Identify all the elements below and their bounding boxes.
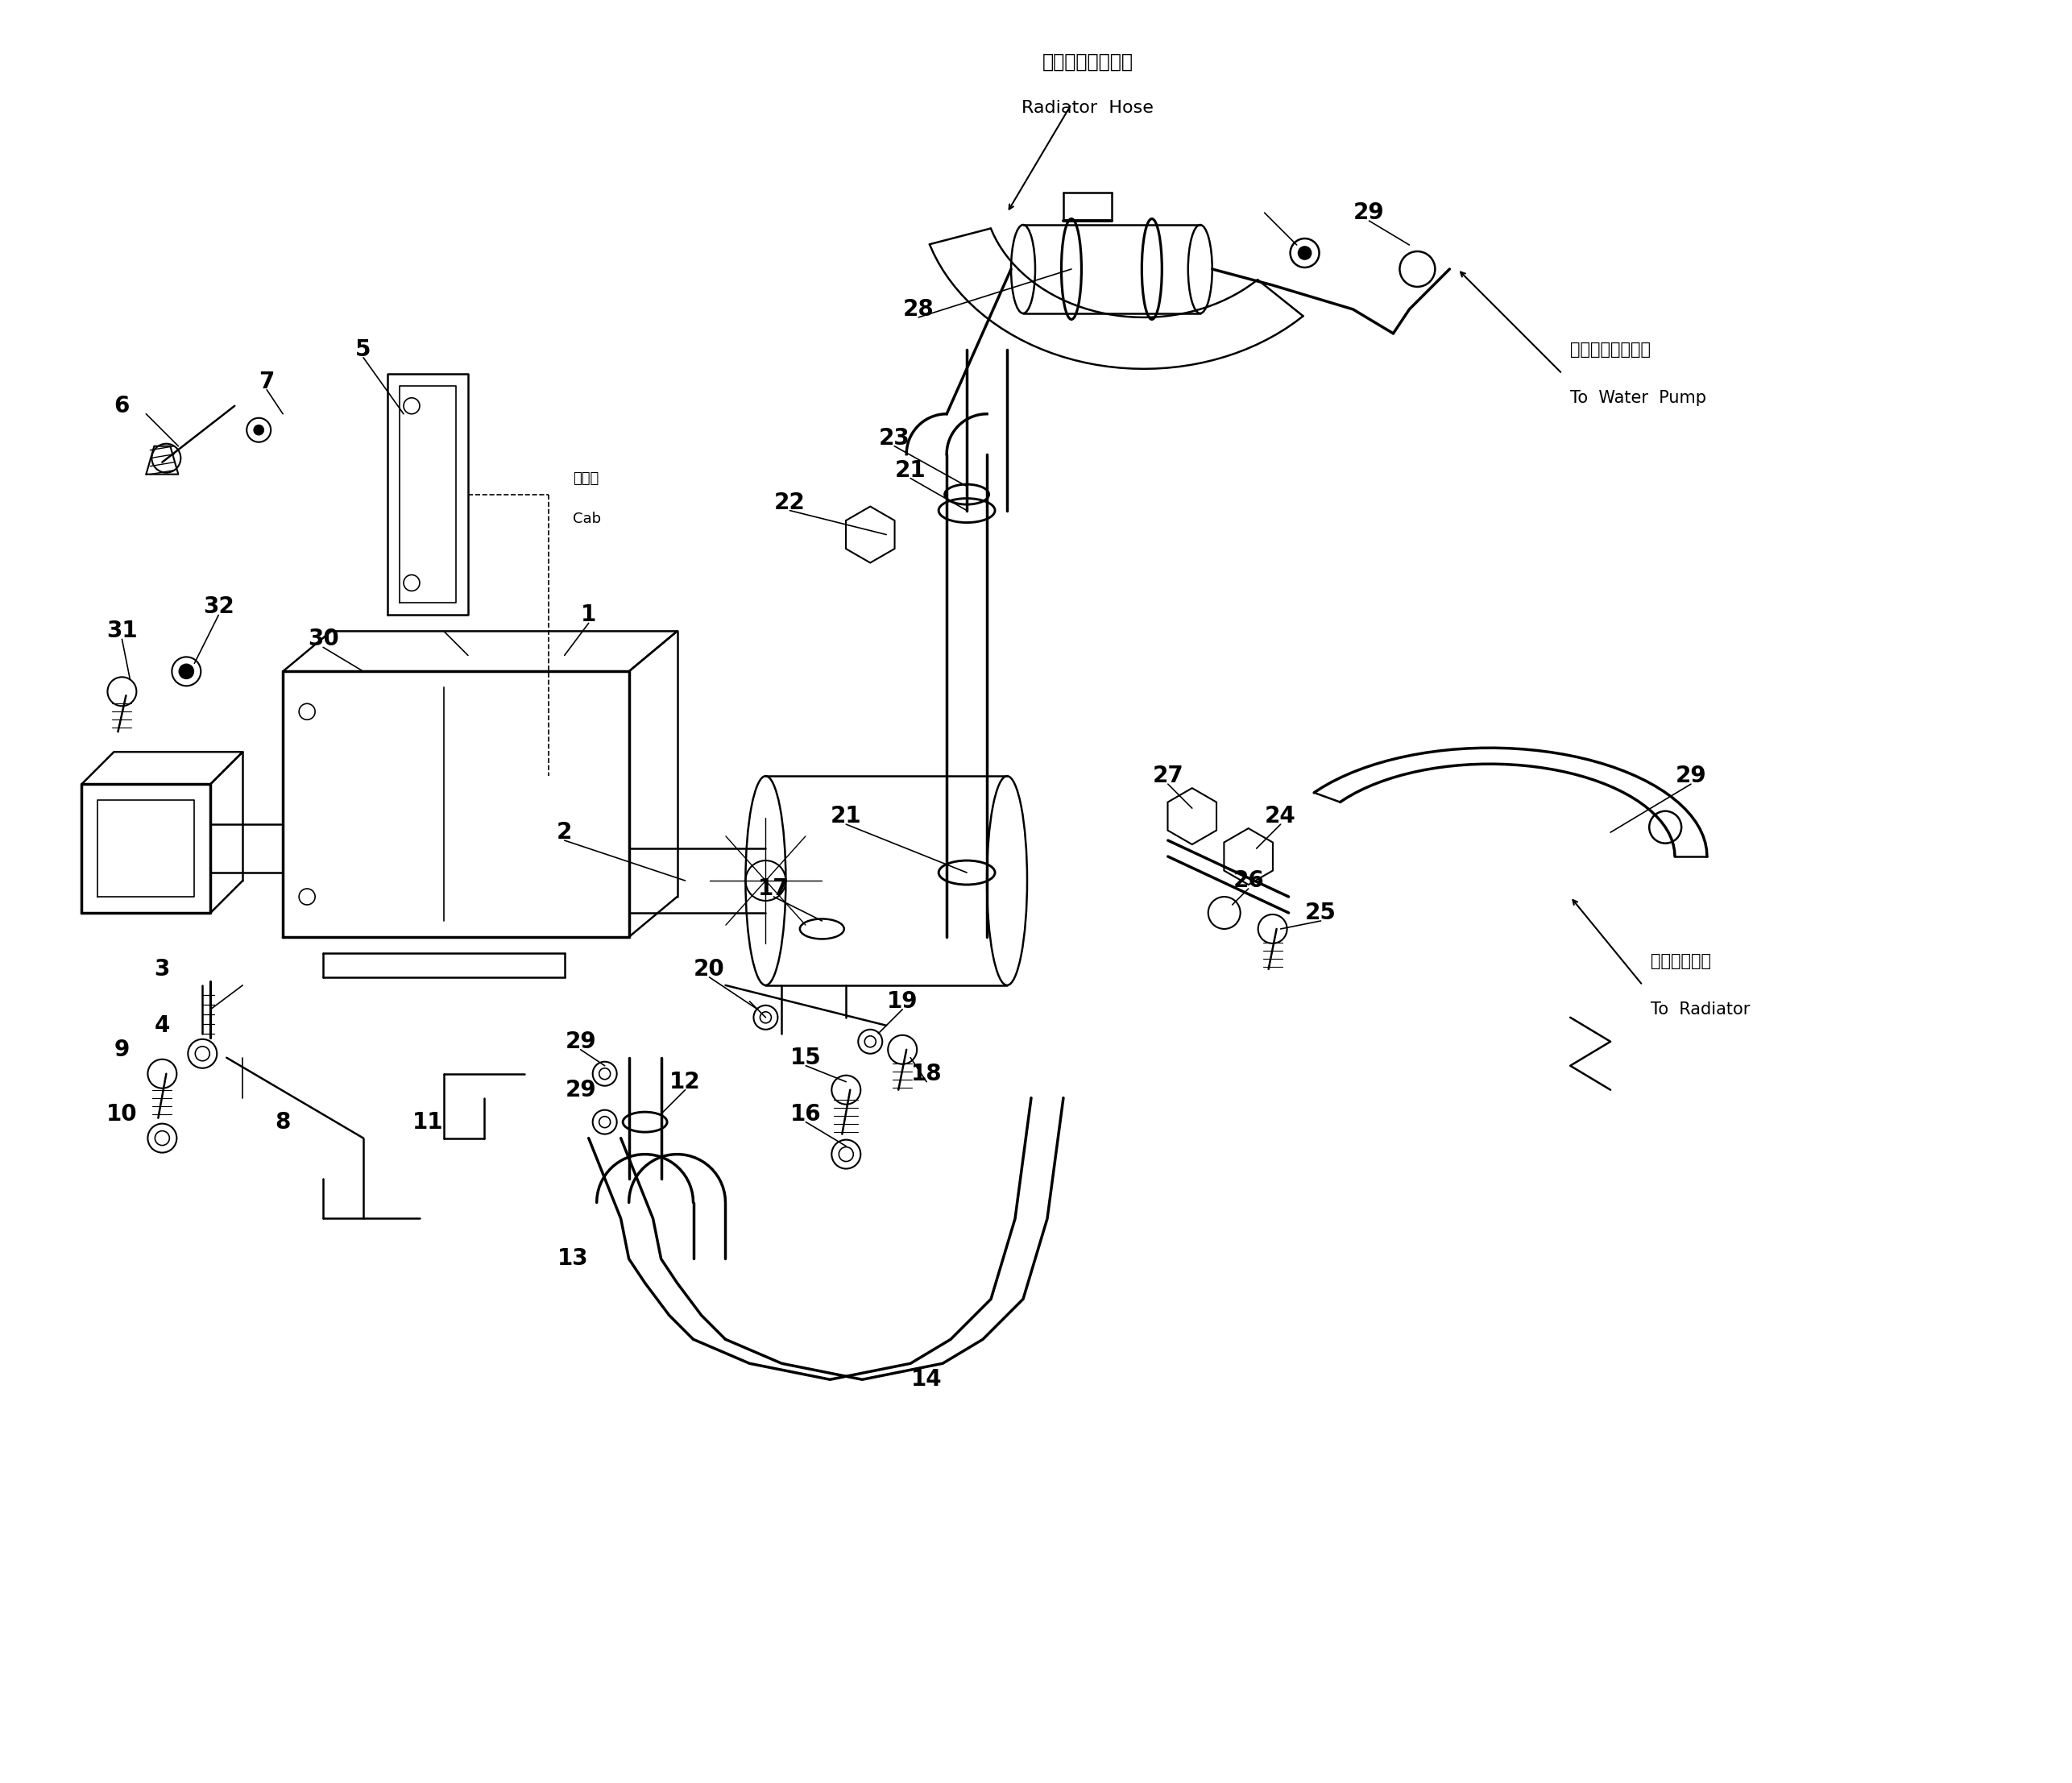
Text: 21: 21 <box>831 804 862 827</box>
Text: 7: 7 <box>259 371 276 392</box>
Text: 26: 26 <box>1233 870 1264 892</box>
Text: 30: 30 <box>307 628 338 651</box>
Text: Radiator  Hose: Radiator Hose <box>1021 100 1154 116</box>
Text: To  Water  Pump: To Water Pump <box>1571 390 1707 407</box>
Text: 21: 21 <box>895 458 926 481</box>
Text: To  Radiator: To Radiator <box>1651 1002 1751 1018</box>
Text: 14: 14 <box>912 1368 943 1391</box>
Text: Cab: Cab <box>572 512 601 526</box>
Ellipse shape <box>1187 225 1212 314</box>
Text: 16: 16 <box>789 1102 821 1125</box>
Text: 2: 2 <box>557 822 572 843</box>
Text: 3: 3 <box>155 957 170 981</box>
Text: 29: 29 <box>566 1079 597 1102</box>
Text: 24: 24 <box>1266 804 1297 827</box>
Circle shape <box>255 424 263 435</box>
Text: 23: 23 <box>879 426 910 449</box>
Text: 11: 11 <box>412 1111 443 1134</box>
Text: 8: 8 <box>276 1111 290 1134</box>
Text: 12: 12 <box>669 1070 700 1093</box>
Text: 29: 29 <box>1353 201 1384 225</box>
Text: ラジエータホース: ラジエータホース <box>1042 52 1133 71</box>
Text: 10: 10 <box>106 1102 137 1125</box>
Circle shape <box>178 665 193 679</box>
Text: ウォータポンプヘ: ウォータポンプヘ <box>1571 342 1651 358</box>
Ellipse shape <box>746 776 785 986</box>
Text: 29: 29 <box>566 1031 597 1052</box>
Text: 22: 22 <box>775 490 806 514</box>
Ellipse shape <box>986 776 1028 986</box>
Text: 15: 15 <box>789 1047 821 1070</box>
Text: 25: 25 <box>1305 902 1336 924</box>
Text: 6: 6 <box>114 394 131 417</box>
Text: 9: 9 <box>114 1038 131 1061</box>
Text: 18: 18 <box>912 1063 943 1086</box>
Ellipse shape <box>1011 225 1036 314</box>
Text: 5: 5 <box>356 339 371 360</box>
Text: ラジエータヘ: ラジエータヘ <box>1651 954 1711 970</box>
Text: 17: 17 <box>758 877 789 900</box>
Circle shape <box>1299 246 1312 259</box>
Text: 31: 31 <box>106 620 137 642</box>
Text: 29: 29 <box>1676 765 1707 788</box>
Text: 20: 20 <box>694 957 725 981</box>
Text: 4: 4 <box>155 1015 170 1036</box>
Text: 19: 19 <box>887 990 918 1013</box>
Text: 1: 1 <box>580 604 597 626</box>
Text: 32: 32 <box>203 596 234 619</box>
Text: 27: 27 <box>1152 765 1183 788</box>
Text: 13: 13 <box>557 1248 588 1269</box>
Text: 28: 28 <box>903 298 934 321</box>
Text: キャブ: キャブ <box>572 471 599 485</box>
